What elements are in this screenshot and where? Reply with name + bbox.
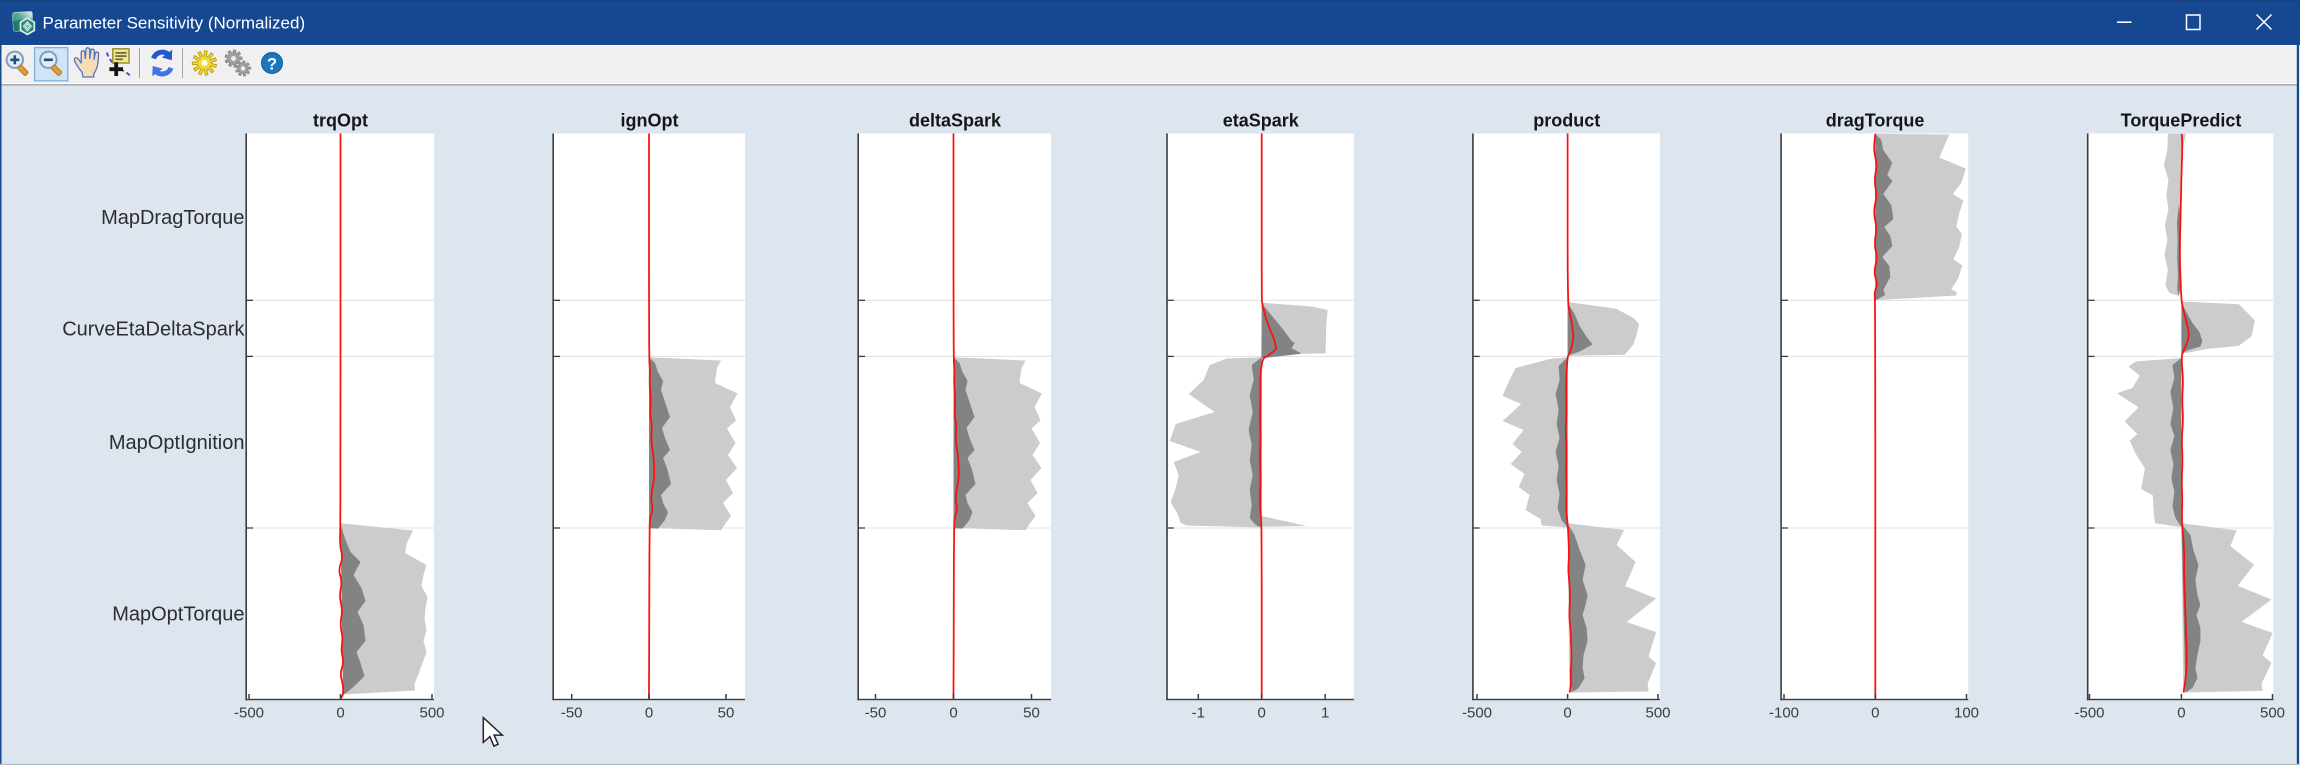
svg-text:TorquePredict: TorquePredict — [2121, 111, 2242, 131]
svg-text:0: 0 — [1563, 705, 1571, 722]
svg-text:Parameter Sensitivity (Normali: Parameter Sensitivity (Normalized) — [43, 14, 306, 33]
svg-text:product: product — [1533, 111, 1600, 131]
svg-text:0: 0 — [336, 705, 344, 722]
svg-text:-500: -500 — [234, 705, 264, 722]
svg-text:500: 500 — [1645, 705, 1670, 722]
svg-text:100: 100 — [1954, 705, 1979, 722]
svg-text:50: 50 — [718, 705, 735, 722]
svg-text:500: 500 — [2260, 705, 2285, 722]
svg-text:MapDragTorque: MapDragTorque — [101, 207, 244, 229]
svg-text:-50: -50 — [561, 705, 583, 722]
svg-text:0: 0 — [949, 705, 957, 722]
svg-text:0: 0 — [1871, 705, 1879, 722]
svg-text:0: 0 — [1258, 705, 1266, 722]
svg-text:0: 0 — [645, 705, 653, 722]
svg-text:1: 1 — [1321, 705, 1329, 722]
svg-text:500: 500 — [419, 705, 444, 722]
svg-text:-100: -100 — [1769, 705, 1799, 722]
svg-text:CurveEtaDeltaSpark: CurveEtaDeltaSpark — [62, 318, 245, 340]
svg-text:-500: -500 — [2074, 705, 2104, 722]
svg-text:-50: -50 — [865, 705, 887, 722]
svg-text:MapOptIgnition: MapOptIgnition — [109, 432, 245, 454]
svg-text:MapOptTorque: MapOptTorque — [112, 604, 244, 626]
svg-text:-1: -1 — [1192, 705, 1205, 722]
svg-text:trqOpt: trqOpt — [313, 111, 368, 131]
svg-text:0: 0 — [2177, 705, 2185, 722]
svg-text:50: 50 — [1023, 705, 1040, 722]
svg-text:dragTorque: dragTorque — [1826, 111, 1925, 131]
svg-text:ignOpt: ignOpt — [621, 111, 679, 131]
svg-text:?: ? — [267, 56, 277, 74]
svg-text:-500: -500 — [1462, 705, 1492, 722]
svg-text:deltaSpark: deltaSpark — [909, 111, 1002, 131]
svg-text:etaSpark: etaSpark — [1223, 111, 1300, 131]
